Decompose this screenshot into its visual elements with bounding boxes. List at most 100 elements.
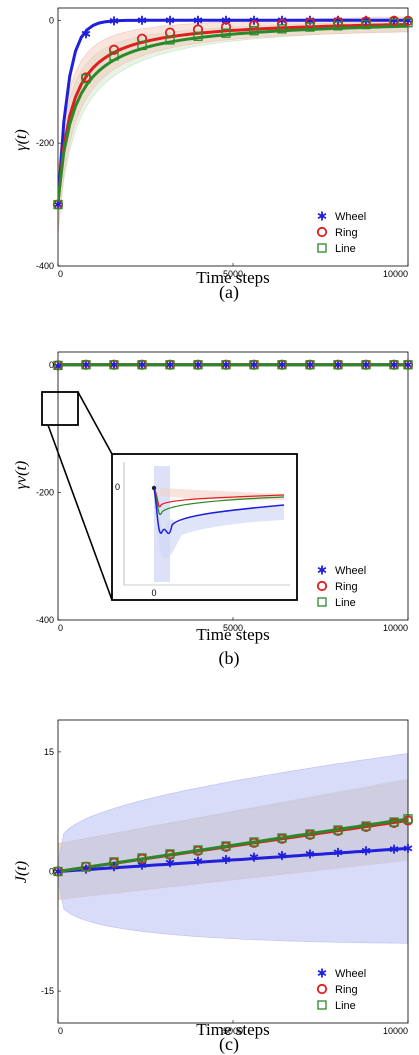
legend-marker-ring [316,226,328,238]
data-point-line [109,51,119,61]
data-point-line [53,360,63,371]
data-point-wheel [109,360,119,370]
data-point-wheel [333,360,343,370]
panel-caption: (b) [219,648,240,669]
legend-marker-line [317,1000,327,1010]
data-point-wheel [165,15,175,25]
y-tick-label: -15 [41,986,54,996]
legend-marker-ring [316,983,328,995]
data-point-line [305,829,315,839]
legend-marker-wheel [317,211,327,221]
x-tick-label: 0 [58,623,63,633]
data-point-wheel [403,360,413,370]
panel-caption: (a) [219,282,239,303]
x-tick-label: 5000 [223,623,243,633]
inset-y-tick-label: 0 [115,482,120,492]
data-point-line [249,26,259,36]
y-tick-label: -200 [36,138,54,148]
data-point-line [137,853,147,863]
data-point-line [277,24,287,34]
data-point-line [305,22,315,32]
data-point-wheel [403,843,413,853]
data-point-line [403,18,413,28]
data-point-ring [192,24,204,35]
data-point-line [165,35,175,45]
data-point-line [361,360,371,370]
x-tick-label: 10000 [383,1026,408,1036]
inset-band-ring [160,488,284,500]
data-point-wheel [221,360,231,370]
x-tick-label: 5000 [223,1026,243,1036]
data-point-line [361,19,371,30]
x-axis-label: Time steps [196,1020,270,1039]
x-tick-label: 0 [58,1026,63,1036]
data-point-line [333,360,343,370]
data-point-line [109,360,119,370]
series-line-line [58,817,409,873]
data-point-wheel [333,847,343,857]
legend-label-line: Line [335,243,356,255]
data-point-line [137,360,147,370]
data-point-wheel [389,844,399,854]
y-axis-label: γ(t) [13,129,30,150]
zoom-highlight-box [41,391,79,426]
data-point-line [221,841,231,851]
data-point-line [53,199,63,210]
panel-caption: (c) [219,1034,239,1055]
data-point-line [81,73,91,84]
x-axis-label: Time steps [196,268,270,287]
data-point-line [109,857,119,867]
legend-label-line: Line [335,1000,356,1012]
data-point-wheel [305,360,315,370]
legend-label-wheel: Wheel [335,565,366,577]
x-tick-label: 0 [58,269,63,279]
legend-label-wheel: Wheel [335,211,366,223]
data-point-ring [164,27,176,38]
data-point-wheel [361,360,371,370]
y-tick-label: -400 [36,615,54,625]
y-tick-label: 15 [44,747,54,757]
legend-marker-line [317,243,327,253]
data-point-line [403,814,413,824]
y-axis-label: J(t) [13,861,30,883]
data-point-wheel [53,200,63,210]
legend-label-line: Line [335,597,356,609]
data-point-line [249,360,259,370]
data-point-wheel [193,360,203,370]
x-axis-label: Time steps [196,625,270,644]
legend-label-ring: Ring [335,581,358,593]
data-point-line [81,862,91,872]
data-point-line [221,28,231,38]
legend-label-wheel: Wheel [335,968,366,980]
y-tick-label: 0 [49,360,54,370]
y-tick-label: 0 [49,15,54,25]
x-tick-label: 5000 [223,269,243,279]
data-point-wheel [305,849,315,859]
data-point-wheel [137,15,147,25]
data-point-line [277,360,287,370]
data-point-line [193,31,203,41]
inset-line-line [153,487,285,515]
data-point-ring [248,20,260,31]
data-point-line [389,817,399,827]
zoom-connector [47,424,113,601]
data-point-wheel [249,360,259,370]
legend-label-ring: Ring [335,227,358,239]
data-point-line [249,837,259,847]
data-point-line [221,360,231,370]
data-point-ring [276,18,288,30]
data-point-wheel [221,855,231,865]
data-point-wheel [109,16,119,26]
data-point-wheel [277,851,287,861]
data-point-line [193,360,203,370]
data-point-line [165,360,175,370]
x-tick-label: 10000 [383,623,408,633]
data-point-line [333,825,343,835]
data-point-wheel [193,15,203,25]
data-point-wheel [193,856,203,866]
data-point-wheel [361,846,371,856]
legend-marker-wheel [317,565,327,575]
data-point-wheel [249,852,259,862]
inset-band-wheel-tail [154,488,284,559]
